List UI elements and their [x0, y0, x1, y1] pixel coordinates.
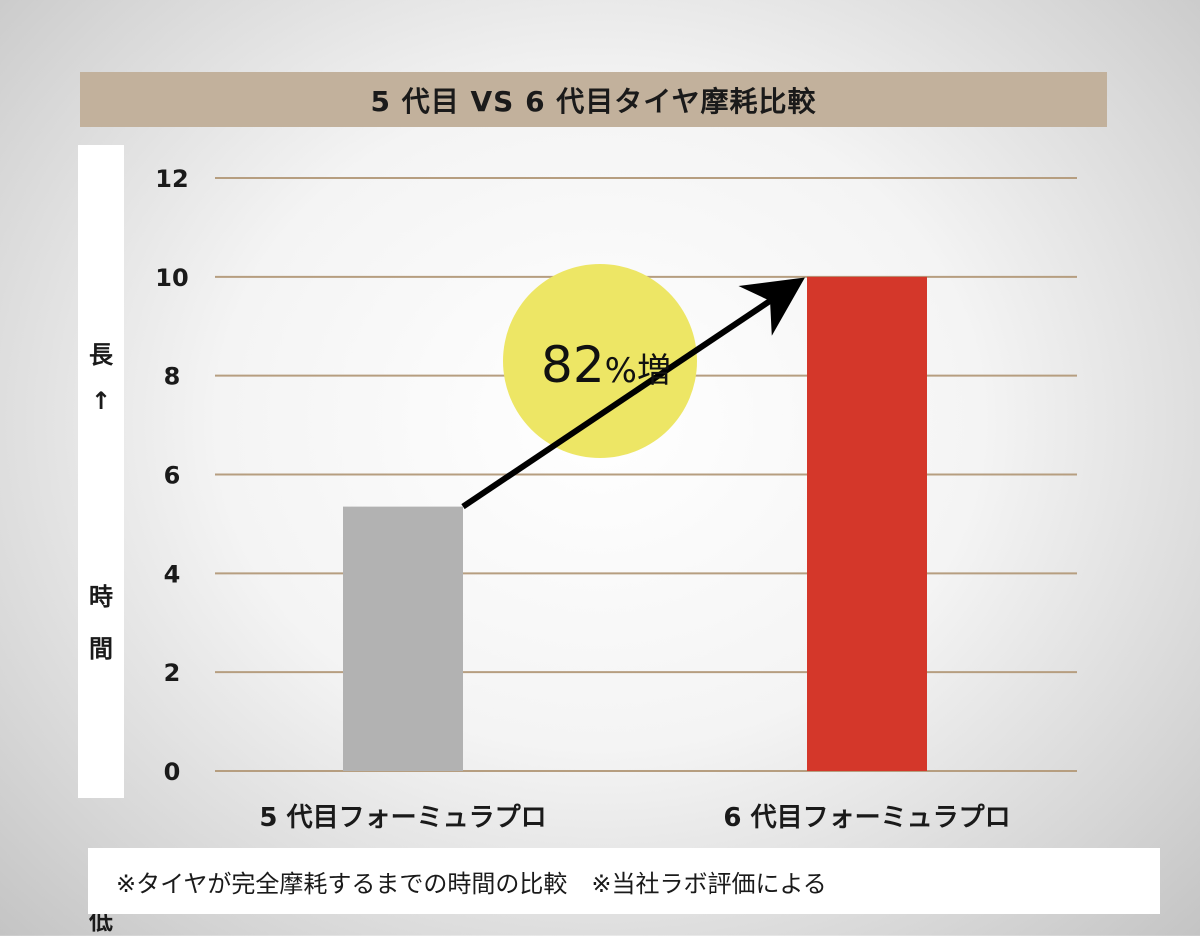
y-axis-label-panel: 長 ↑ 時 間 ↓ 低: [78, 145, 124, 935]
growth-percent: %: [605, 351, 637, 391]
growth-number: 82: [541, 336, 605, 394]
category-labels: 5 代目フォーミュラプロ 6 代目フォーミュラプロ: [259, 803, 1010, 833]
y-tick-label-12: 12: [155, 165, 188, 193]
y-tick-labels: 0 2 4 6 8 10 12: [155, 165, 188, 786]
y-tick-label-6: 6: [164, 462, 181, 490]
y-axis-label-time-1: 時: [89, 583, 113, 611]
y-tick-label-10: 10: [155, 264, 188, 292]
footnote-text: ※タイヤが完全摩耗するまでの時間の比較 ※当社ラボ評価による: [116, 869, 827, 898]
y-axis-up-arrow: ↑: [90, 387, 112, 415]
category-label-5th-gen: 5 代目フォーミュラプロ: [259, 803, 546, 833]
growth-bubble: [503, 264, 697, 458]
bar-5th-gen: [343, 506, 463, 771]
y-tick-label-2: 2: [164, 659, 181, 687]
footnote-box: ※タイヤが完全摩耗するまでの時間の比較 ※当社ラボ評価による: [88, 848, 1160, 914]
growth-arrow: [461, 277, 805, 510]
y-axis-label-time-2: 間: [89, 635, 113, 663]
y-tick-label-4: 4: [164, 560, 181, 588]
bars: [343, 276, 927, 771]
growth-annotation: 82%増: [461, 264, 805, 510]
y-tick-label-8: 8: [164, 363, 181, 391]
bar-6th-gen: [807, 276, 927, 771]
chart-title: 5 代目 VS 6 代目タイヤ摩耗比較: [80, 72, 1107, 127]
y-tick-label-0: 0: [164, 758, 181, 786]
y-axis-label-long: 長: [89, 341, 113, 369]
category-label-6th-gen: 6 代目フォーミュラプロ: [723, 803, 1010, 833]
growth-label: 82%増: [541, 336, 671, 394]
growth-suffix: 増: [637, 351, 671, 391]
